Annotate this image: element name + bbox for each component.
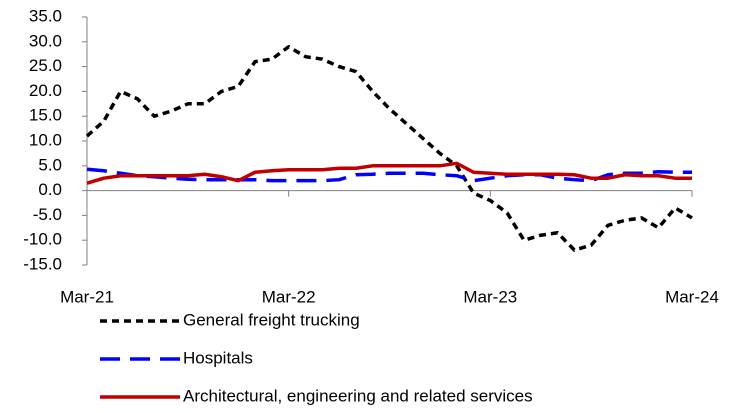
series-line	[86, 167, 692, 183]
x-tick-label: Mar-23	[463, 287, 517, 306]
y-tick-label: 35.0	[29, 6, 62, 25]
legend-label: General freight trucking	[183, 310, 360, 329]
y-tick-label: 20.0	[29, 81, 62, 100]
y-tick-label: -10.0	[23, 230, 62, 249]
legend-label: Architectural, engineering and related s…	[183, 386, 533, 405]
y-tick-label: 30.0	[29, 31, 62, 50]
series-line	[85, 45, 693, 252]
y-tick-label: 10.0	[29, 130, 62, 149]
y-tick-label: 15.0	[29, 106, 62, 125]
y-tick-label: 25.0	[29, 56, 62, 75]
series-line	[86, 161, 692, 185]
y-tick-label: 5.0	[38, 155, 62, 174]
x-tick-label: Mar-22	[262, 287, 316, 306]
y-tick-label: -5.0	[33, 205, 62, 224]
x-tick-label: Mar-21	[60, 287, 114, 306]
x-tick-label: Mar-24	[665, 287, 719, 306]
y-tick-label: 0.0	[38, 180, 62, 199]
legend-label: Hospitals	[183, 348, 253, 367]
y-tick-label: -15.0	[23, 254, 62, 273]
